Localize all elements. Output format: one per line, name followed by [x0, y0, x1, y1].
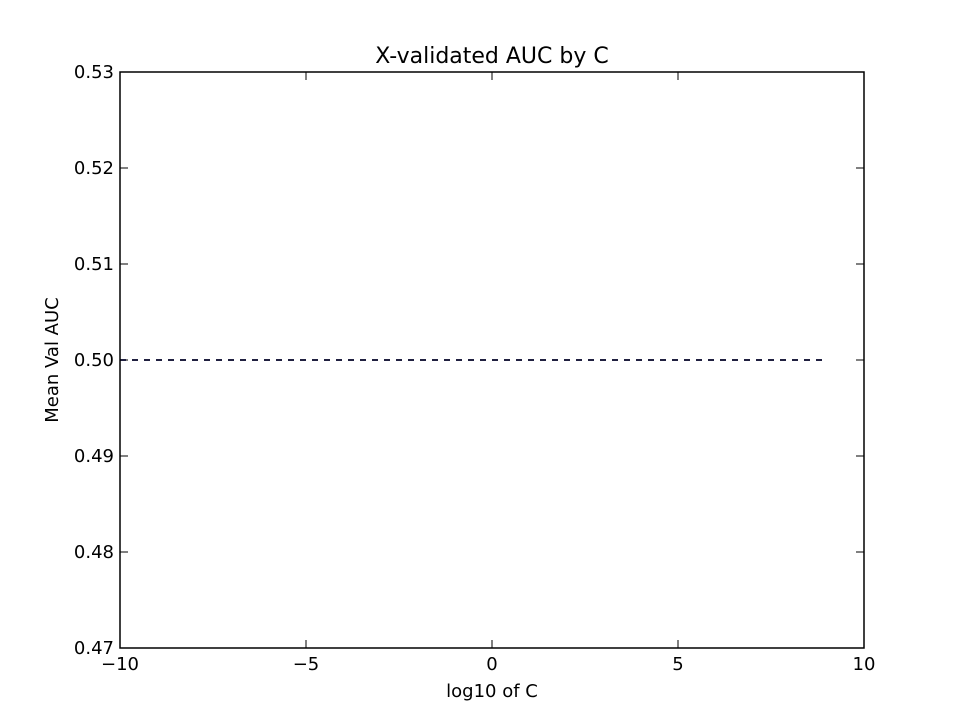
- x-tick-label: −10: [101, 654, 139, 675]
- x-axis-label: log10 of C: [446, 681, 538, 702]
- x-tick-label: 10: [853, 654, 876, 675]
- y-tick-label: 0.47: [74, 638, 114, 659]
- x-tick-label: 5: [672, 654, 683, 675]
- y-tick-label: 0.52: [74, 158, 114, 179]
- y-tick-label: 0.50: [74, 350, 114, 371]
- y-axis-label: Mean Val AUC: [42, 297, 63, 423]
- x-tick-label: 0: [486, 654, 497, 675]
- y-tick-label: 0.51: [74, 254, 114, 275]
- tick-layer: −10 −5 0 5 10 0.47 0.48 0.49 0.50 0.51 0.52 0.53: [74, 62, 876, 675]
- y-tick-label: 0.48: [74, 542, 114, 563]
- chart-title: X-validated AUC by C: [375, 44, 608, 69]
- y-tick-label: 0.49: [74, 446, 114, 467]
- y-tick-label: 0.53: [74, 62, 114, 83]
- plot-frame: [119, 71, 865, 649]
- x-tick-label: −5: [293, 654, 320, 675]
